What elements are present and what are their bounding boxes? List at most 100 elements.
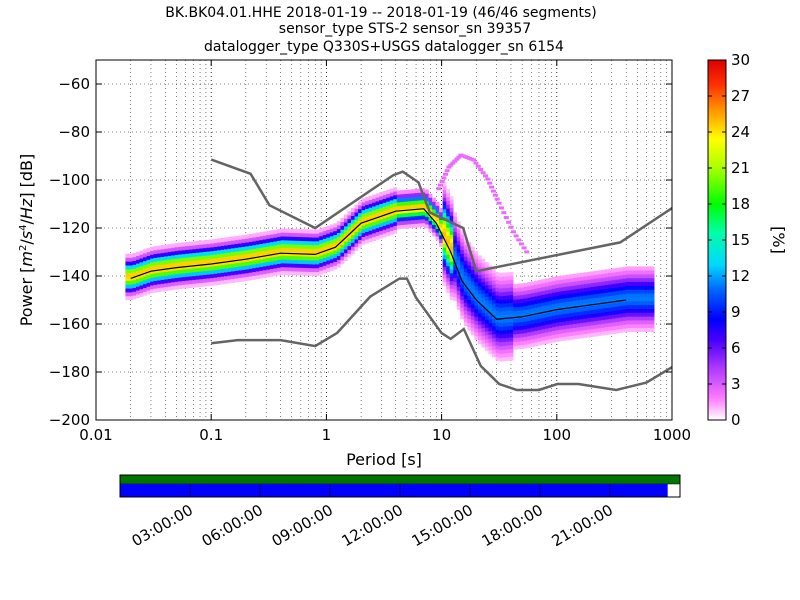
psd-cell [594,324,599,329]
psd-cell [262,269,267,275]
psd-cell [386,205,391,210]
psd-cell [386,212,391,217]
psd-cell [566,290,570,295]
psd-cell [551,330,556,335]
psd-cell [294,228,299,234]
psd-cell [146,259,151,264]
psd-cell [199,244,204,249]
psd-cell [492,334,496,339]
psd-cell [573,327,577,332]
psd-cell [608,295,613,300]
psd-cell [269,249,274,254]
psd-cell [551,303,556,309]
psd-cell [594,270,599,275]
psd-cell [576,288,581,293]
psd-cell [195,252,200,257]
psd-cell [150,265,154,271]
psd-cell [442,189,447,194]
psd-cell [396,221,401,226]
psd-cell [541,306,546,311]
psd-cell [224,268,228,273]
psd-cell [421,188,426,193]
timeline: 03:00:00 06:00:00 09:00:00 12:00:00 15:00:00… [119,474,681,550]
psd-cell [530,335,535,340]
psd-cell [351,238,355,243]
psd-cell [615,275,620,280]
psd-cell [608,322,613,327]
psd-cell [611,283,616,288]
psd-cell [625,297,630,302]
psd-cell [576,330,581,335]
psd-cell [597,297,602,302]
psd-cell [520,329,525,334]
psd-cell [481,308,486,313]
psd-cell [386,220,391,225]
psd-cell [647,316,651,321]
psd-cell [181,269,186,274]
psd-cell [636,297,641,302]
psd-cell [467,265,472,270]
psd-cell [157,268,161,273]
psd-cell [492,345,496,350]
psd-cell [213,277,218,282]
psd-cell [410,212,415,217]
psd-cell [379,192,384,197]
psd-cell [354,208,359,213]
psd-cell [146,290,151,295]
psd-cell [541,329,546,334]
psd-cell [167,247,172,253]
psd-cell [608,280,613,285]
psd-cell [524,250,530,254]
psd-cell [294,248,299,253]
psd-cell [227,267,232,272]
psd-cell [396,198,401,203]
psd-cell [629,308,634,313]
psd-cell [474,324,479,329]
psd-cell [484,262,489,267]
psd-cell [460,280,465,285]
psd-cell [460,268,465,274]
psd-cell [622,328,627,333]
psd-cell [460,276,465,281]
psd-cell [633,266,637,271]
psd-cell [252,252,257,257]
psd-cell [473,161,479,165]
psd-cell [594,274,599,279]
psd-cell [583,306,588,311]
psd-cell [551,311,556,316]
psd-cell [372,210,376,215]
psd-cell [509,329,514,334]
psd-cell [650,297,655,302]
psd-cell [227,275,232,280]
psd-cell [252,260,257,265]
psd-cell [523,344,528,349]
psd-cell [467,276,472,281]
psd-cell [305,240,310,245]
psd-cell [146,274,151,280]
psd-cell [580,295,584,300]
y-tick-label: −80 [58,123,90,141]
psd-cell [640,324,644,329]
psd-cell [509,333,514,338]
psd-cell [206,255,211,260]
psd-cell [477,305,482,310]
psd-cell [164,252,169,257]
psd-cell [562,279,567,284]
psd-cell [481,297,486,302]
psd-cell [530,308,535,313]
psd-cell [435,236,440,241]
psd-cell [502,307,507,312]
psd-cell [153,284,158,289]
psd-cell [520,306,525,311]
psd-cell [241,269,246,274]
psd-cell [499,345,503,350]
y-tick-label: −140 [49,267,90,285]
psd-cell [280,263,285,268]
psd-cell [446,235,451,240]
psd-cell [439,219,443,224]
psd-cell [393,221,398,227]
psd-cell [453,254,458,259]
psd-cell [446,265,451,271]
psd-cell [174,250,179,255]
psd-cell [633,281,637,286]
